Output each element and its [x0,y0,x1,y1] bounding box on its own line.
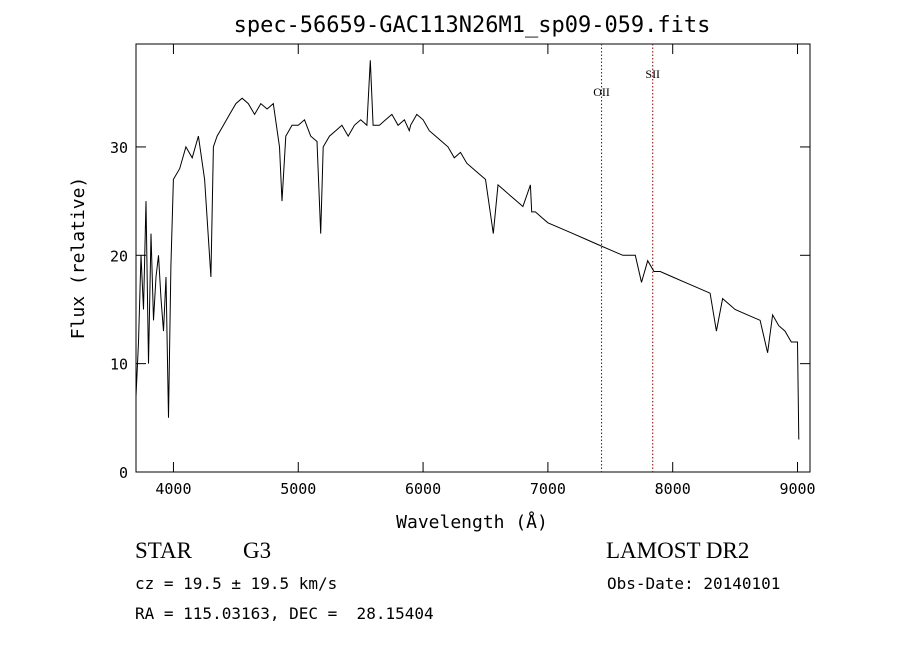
coordinates-readout: RA = 115.03163, DEC = 28.15404 [135,604,434,623]
object-class: STAR [135,538,192,563]
y-tick-label: 0 [119,464,128,482]
observation-date: Obs-Date: 20140101 [607,574,781,593]
chart-title: spec-56659-GAC113N26M1_sp09-059.fits [234,13,711,38]
x-axis-label: Wavelength (Å) [396,511,548,533]
axis-ticks: 4000 5000 6000 7000 8000 9000 0 10 20 30 [110,44,816,498]
x-tick-label: 6000 [405,480,441,498]
plot-frame [135,43,811,473]
emission-lines: OII SII [593,44,660,472]
x-tick-label: 9000 [779,480,815,498]
velocity-readout: cz = 19.5 ± 19.5 km/s [135,574,338,593]
x-tick-label: 8000 [655,480,691,498]
y-axis-label: Flux (relative) [68,177,89,340]
object-subclass: G3 [243,538,272,563]
x-tick-label: 5000 [280,480,316,498]
x-tick-label: 4000 [155,480,191,498]
y-tick-label: 30 [110,139,128,157]
emission-line-label: SII [645,67,660,81]
flux-series-line [135,60,800,440]
x-tick-label: 7000 [530,480,566,498]
y-tick-label: 10 [110,356,128,374]
y-tick-label: 20 [110,247,128,265]
survey-name: LAMOST DR2 [606,538,750,563]
emission-line-label: OII [593,85,610,99]
